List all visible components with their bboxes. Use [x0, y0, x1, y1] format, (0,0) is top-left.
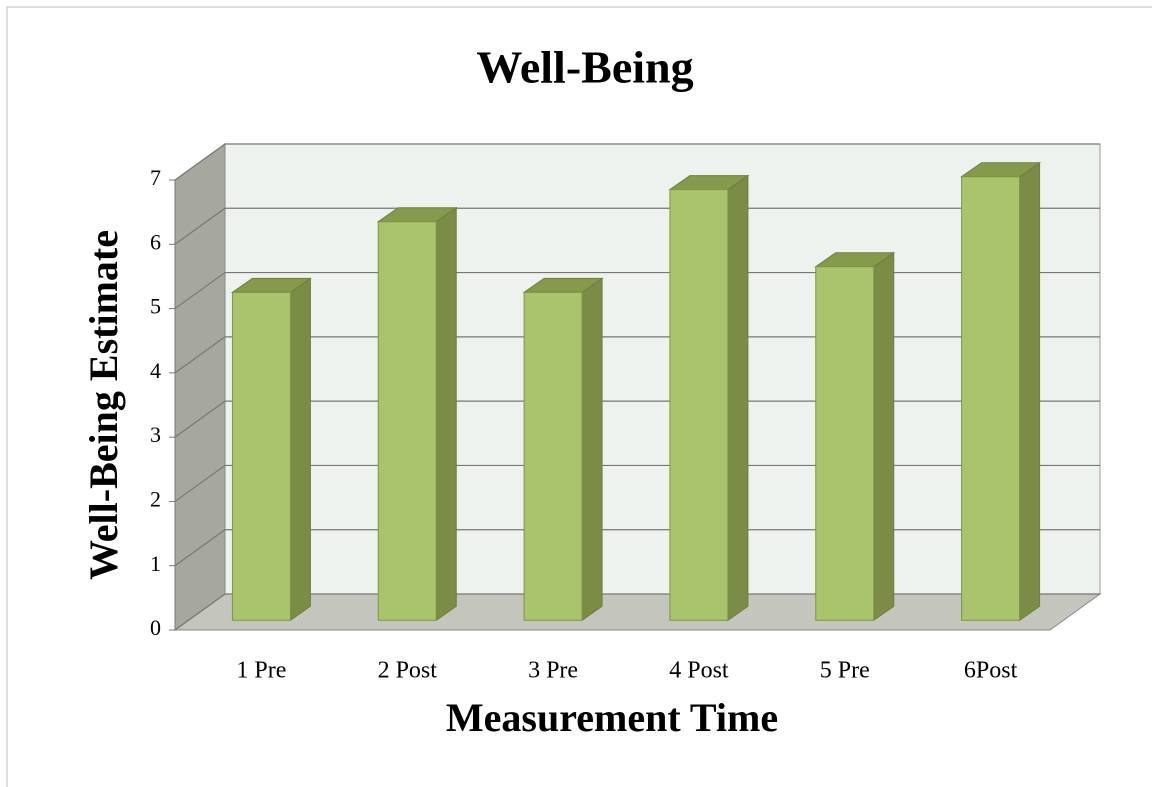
y-tick-label: 2 — [150, 486, 161, 511]
y-tick-label: 5 — [150, 294, 161, 319]
bar — [231, 291, 291, 621]
grid-line — [174, 207, 1100, 245]
y-tick-label: 3 — [150, 422, 161, 447]
x-tick-label: 3 Pre — [528, 658, 578, 684]
side-wall — [174, 143, 226, 631]
x-tick-label: 6Post — [964, 658, 1018, 684]
x-tick-label: 2 Post — [378, 658, 438, 684]
bar-side — [435, 206, 457, 622]
bar — [523, 291, 583, 621]
y-tick-label: 4 — [150, 358, 161, 383]
bar — [377, 221, 437, 621]
bar — [815, 266, 875, 621]
bar — [961, 176, 1021, 621]
grid-line — [174, 271, 1100, 310]
bar-side — [873, 251, 895, 622]
bar — [669, 189, 729, 621]
y-tick-label: 7 — [150, 165, 161, 190]
y-tick-label: 6 — [150, 229, 161, 254]
grid-line — [174, 400, 1100, 438]
y-tick-label: 0 — [150, 615, 161, 640]
x-axis-label: Measurement Time — [446, 695, 778, 740]
grid-line — [174, 529, 1100, 567]
grid-line — [174, 143, 1100, 181]
bar-side — [1019, 161, 1041, 622]
chart-title: Well-Being — [476, 42, 693, 93]
x-tick-label: 4 Post — [669, 658, 729, 684]
grid-line — [174, 464, 1100, 502]
bar-side — [727, 174, 749, 622]
y-axis-label: Well-Being Estimate — [81, 230, 126, 580]
y-tick-label: 1 — [150, 551, 161, 576]
bar-side — [289, 277, 311, 622]
grid-line — [174, 336, 1100, 374]
x-tick-label: 1 Pre — [236, 658, 286, 684]
grid-line — [174, 593, 1100, 631]
x-tick-label: 5 Pre — [820, 658, 870, 684]
bar-side — [581, 277, 603, 622]
